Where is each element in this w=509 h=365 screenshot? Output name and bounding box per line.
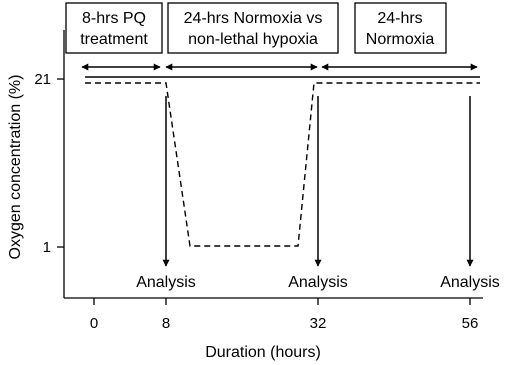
phase-box-normoxia: 24-hrs Normoxia xyxy=(354,2,447,54)
hypoxia-dashed-line xyxy=(85,82,480,247)
x-tick-label-8: 8 xyxy=(162,315,170,332)
phase-label-line-1: 8-hrs PQ xyxy=(82,10,146,27)
analysis-label-8h: Analysis xyxy=(136,274,196,291)
phase-label-line-1: 24-hrs Normoxia vs xyxy=(184,10,323,27)
x-tick-label-56: 56 xyxy=(462,315,479,332)
phase-label-line-1: 24-hrs xyxy=(377,10,422,27)
analysis-label-56h: Analysis xyxy=(440,274,500,291)
x-tick-label-0: 0 xyxy=(90,315,98,332)
phase-label-line-2: treatment xyxy=(80,31,148,48)
phase-label-line-2: non-lethal hypoxia xyxy=(188,31,318,48)
phase-box-pq: 8-hrs PQ treatment xyxy=(65,2,163,54)
y-tick-label-21: 21 xyxy=(34,71,51,88)
y-axis-title: Oxygen concentration (%) xyxy=(7,75,24,260)
x-tick-label-32: 32 xyxy=(310,315,327,332)
x-axis-title: Duration (hours) xyxy=(205,344,321,361)
phase-label-line-2: Normoxia xyxy=(366,31,435,48)
phase-box-normoxia-vs-hypoxia: 24-hrs Normoxia vs non-lethal hypoxia xyxy=(167,2,339,54)
y-tick-label-1: 1 xyxy=(43,239,51,256)
analysis-label-32h: Analysis xyxy=(288,274,348,291)
